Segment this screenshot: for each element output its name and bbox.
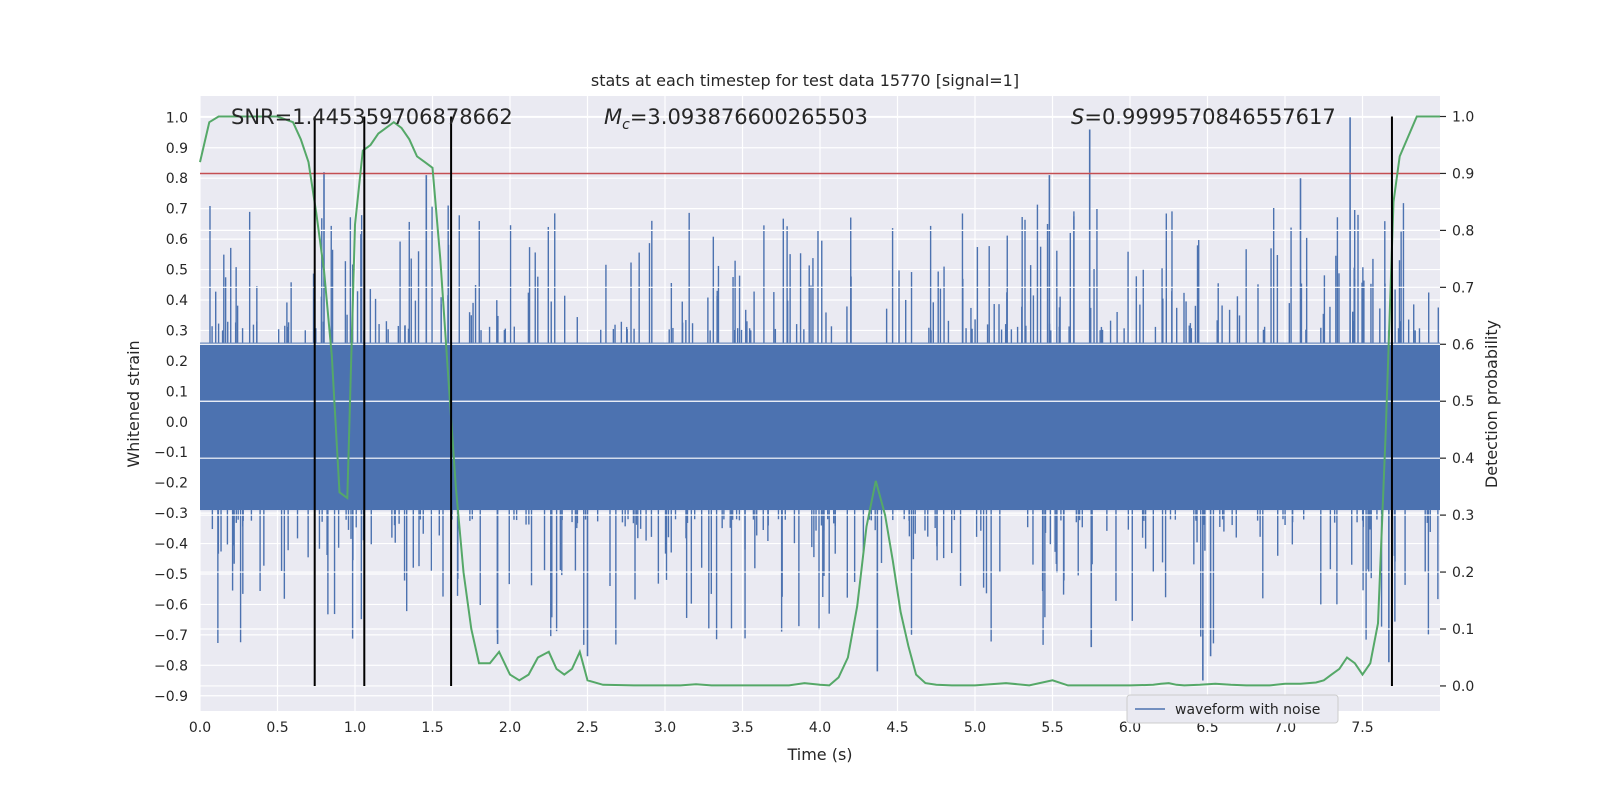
y2-tick-label: 1.0 (1452, 110, 1474, 126)
y2-tick-label: 0.6 (1452, 337, 1474, 353)
chirp-mass-symbol: M (604, 105, 622, 129)
chirp-mass-annotation: Mc=3.093876600265503 (604, 105, 868, 133)
legend-label: waveform with noise (1175, 702, 1320, 718)
y2-tick-label: 0.1 (1452, 622, 1474, 638)
waveform-series (200, 115, 1440, 687)
score-symbol: S (1071, 105, 1084, 129)
y-tick-label: −0.9 (154, 689, 188, 705)
y2-axis-label: Detection probability (1482, 320, 1501, 488)
y-tick-label: 0.8 (166, 171, 188, 187)
y2-tick-label: 0.8 (1452, 223, 1474, 239)
x-axis: 0.0 0.5 1.0 1.5 2.0 2.5 3.0 3.5 4.0 4.5 5.0 5.5 6.0 6… (189, 720, 1374, 736)
y-tick-label: 0.4 (166, 293, 188, 309)
x-tick-label: 1.5 (421, 720, 443, 736)
y-tick-label: −0.2 (154, 476, 188, 492)
y-tick-label: −0.1 (154, 445, 188, 461)
chirp-mass-subscript: c (622, 117, 630, 133)
y-tick-label: −0.6 (154, 597, 188, 613)
probability-series (199, 115, 1440, 687)
x-tick-label: 7.5 (1351, 720, 1373, 736)
y2-tick-label: 0.7 (1452, 280, 1474, 296)
legend-box (1126, 694, 1339, 724)
y-tick-label: −0.7 (154, 628, 188, 644)
y-axis-label: Whitened strain (124, 340, 143, 467)
x-tick-label: 7.0 (1274, 720, 1296, 736)
y-tick-label: 0.9 (166, 141, 188, 157)
y-tick-label: 0.5 (166, 263, 188, 279)
y-tick-label: −0.5 (154, 567, 188, 583)
y-tick-label: 0.7 (166, 202, 188, 218)
x-tick-label: 6.5 (1196, 720, 1218, 736)
x-tick-label: 3.0 (654, 720, 676, 736)
chirp-mass-value: =3.093876600265503 (630, 105, 868, 129)
x-tick-label: 2.5 (576, 720, 598, 736)
x-tick-label: 5.0 (964, 720, 986, 736)
y2-tick-label: 0.5 (1452, 394, 1474, 410)
y2-tick-label: 0.4 (1452, 451, 1474, 467)
y-tick-label: 0.6 (166, 232, 188, 248)
y-tick-label: −0.3 (154, 506, 188, 522)
y2-tick-label: 0.9 (1452, 166, 1474, 182)
y2-tick-label: 0.2 (1452, 565, 1474, 581)
x-tick-label: 6.0 (1119, 720, 1141, 736)
y2-tick-label: 0.3 (1452, 508, 1474, 524)
probability-line (199, 115, 1440, 687)
x-tick-label: 1.0 (344, 720, 366, 736)
y-tick-label: 0.3 (166, 323, 188, 339)
score-value: =0.9999570846557617 (1084, 105, 1335, 129)
x-tick-label: 3.5 (731, 720, 753, 736)
y-axis-left: 1.0 0.9 0.8 0.7 0.6 0.5 0.4 0.3 0.2 0.1 0.0 −0.1 −0.… (154, 110, 188, 704)
x-tick-label: 0.0 (189, 720, 211, 736)
waveform-band (200, 342, 1440, 511)
x-tick-label: 4.0 (809, 720, 831, 736)
snr-annotation: SNR=1.445359706878662 (231, 105, 513, 129)
x-tick-label: 4.5 (886, 720, 908, 736)
y-tick-label: −0.4 (154, 537, 188, 553)
y-tick-label: 0.0 (166, 415, 188, 431)
y-tick-label: 1.0 (166, 110, 188, 126)
legend: waveform with noise (1126, 694, 1339, 724)
vertical-markers (313, 116, 1393, 686)
y-axis-right: 1.0 0.9 0.8 0.7 0.6 0.5 0.4 0.3 0.2 0.1 0.0 (1440, 110, 1474, 695)
x-axis-label: Time (s) (786, 745, 852, 764)
score-annotation: S=0.9999570846557617 (1071, 105, 1336, 129)
x-tick-label: 5.5 (1041, 720, 1063, 736)
y2-tick-label: 0.0 (1452, 679, 1474, 695)
y-tick-label: −0.8 (154, 658, 188, 674)
x-tick-label: 2.0 (499, 720, 521, 736)
chart-title: stats at each timestep for test data 157… (591, 71, 1019, 90)
y-tick-label: 0.1 (166, 384, 188, 400)
x-tick-label: 0.5 (266, 720, 288, 736)
y-tick-label: 0.2 (166, 354, 188, 370)
